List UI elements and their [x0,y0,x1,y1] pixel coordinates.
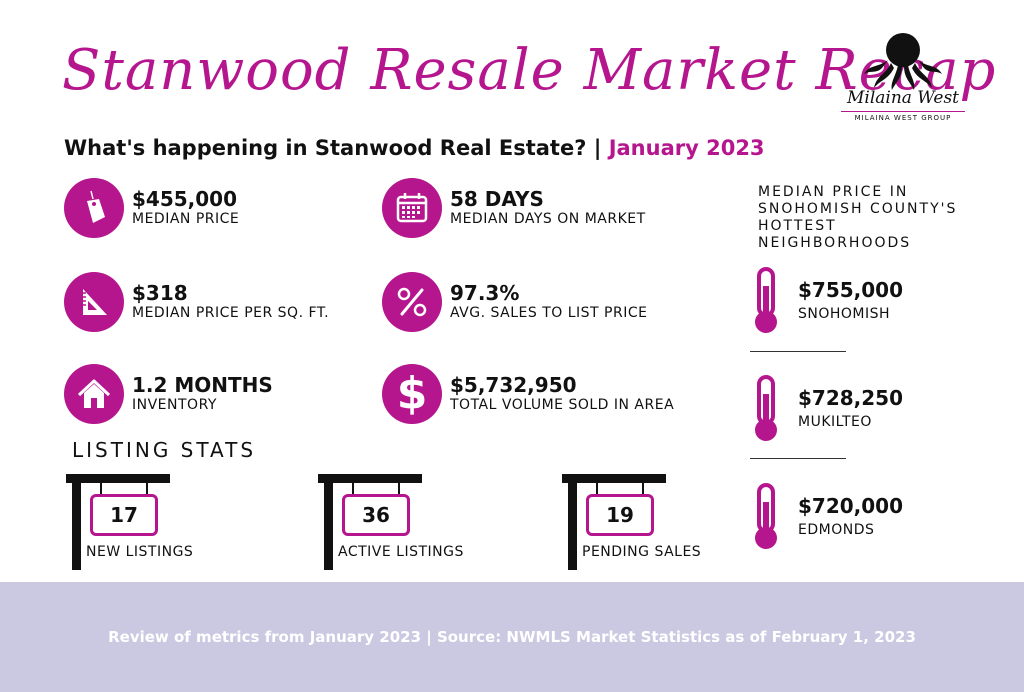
stat-label: AVG. SALES TO LIST PRICE [450,305,648,321]
listing-sign-active: 36 ACTIVE LISTINGS [318,474,518,570]
subtitle-period: January 2023 [608,136,765,160]
stat-label: MEDIAN PRICE [132,211,240,227]
sign-hanger [146,483,148,497]
logo-group-name: MILAINA WEST GROUP [854,114,952,122]
sign-hanger [642,483,644,497]
sign-hanger [352,483,354,497]
sign-post [568,474,577,570]
sign-hanger [596,483,598,497]
listing-label: ACTIVE LISTINGS [338,544,464,560]
neighborhood-price: $720,000 [798,494,904,518]
stat-inventory: 1.2 MONTHS INVENTORY [64,364,273,424]
octopus-icon [864,33,942,90]
thermometer-icon [755,267,777,333]
stat-value: $5,732,950 [450,373,577,397]
listing-label: PENDING SALES [582,544,702,560]
calendar-icon [382,178,442,238]
stat-value: 58 DAYS [450,187,544,211]
subtitle: What's happening in Stanwood Real Estate… [64,136,765,160]
logo-divider [841,111,965,112]
stat-value: $318 [132,281,188,305]
neighborhood-mukilteo: $728,250 MUKILTEO [750,374,903,444]
neighborhood-name: SNOHOMISH [798,306,891,322]
stat-value: 97.3% [450,281,520,305]
price-tag-icon [64,178,124,238]
stat-days-on-market: 58 DAYS MEDIAN DAYS ON MARKET [382,178,646,238]
page-title: Stanwood Resale Market Recap [62,38,997,103]
stat-label: MEDIAN DAYS ON MARKET [450,211,646,227]
sign-arm [66,474,170,483]
stat-sales-to-list: 97.3% AVG. SALES TO LIST PRICE [382,272,647,332]
thermometer-icon [755,375,777,441]
divider [750,458,846,459]
footer-banner: Review of metrics from January 2023 | So… [0,582,1024,692]
neighborhood-edmonds: $720,000 EDMONDS [750,482,903,552]
stat-label: INVENTORY [132,397,217,413]
percent-icon [382,272,442,332]
logo-script-name: Milaina West [846,88,960,108]
neighborhood-price: $755,000 [798,278,904,302]
dollar-icon: $ [382,364,442,424]
house-icon [64,364,124,424]
stat-price-per-sqft: $318 MEDIAN PRICE PER SQ. FT. [64,272,329,332]
listing-count: 17 [90,494,158,536]
stat-total-volume: $ $5,732,950 TOTAL VOLUME SOLD IN AREA [382,364,674,424]
listing-count: 36 [342,494,410,536]
neighborhood-name: MUKILTEO [798,414,872,430]
neighborhoods-heading: MEDIAN PRICE IN SNOHOMISH COUNTY'S HOTTE… [758,184,958,251]
stat-value: $455,000 [132,187,238,211]
sign-arm [562,474,666,483]
thermometer-icon [755,483,777,549]
listing-count: 19 [586,494,654,536]
stat-label: MEDIAN PRICE PER SQ. FT. [132,305,330,321]
neighborhood-snohomish: $755,000 SNOHOMISH [750,266,903,336]
stat-value: 1.2 MONTHS [132,373,273,397]
listing-sign-pending: 19 PENDING SALES [562,474,762,570]
listing-sign-new: 17 NEW LISTINGS [66,474,266,570]
sign-hanger [100,483,102,497]
sign-arm [318,474,422,483]
neighborhood-name: EDMONDS [798,522,875,538]
divider [750,351,846,352]
listing-label: NEW LISTINGS [86,544,194,560]
company-logo: Milaina West MILAINA WEST GROUP [838,30,968,140]
footer-text: Review of metrics from January 2023 | So… [108,628,916,646]
neighborhood-price: $728,250 [798,386,904,410]
sign-post [324,474,333,570]
listing-stats-title: LISTING STATS [72,438,257,462]
sign-post [72,474,81,570]
triangle-ruler-icon [64,272,124,332]
stat-median-price: $455,000 MEDIAN PRICE [64,178,239,238]
subtitle-text: What's happening in Stanwood Real Estate… [64,136,602,160]
sign-hanger [398,483,400,497]
stat-label: TOTAL VOLUME SOLD IN AREA [450,397,675,413]
